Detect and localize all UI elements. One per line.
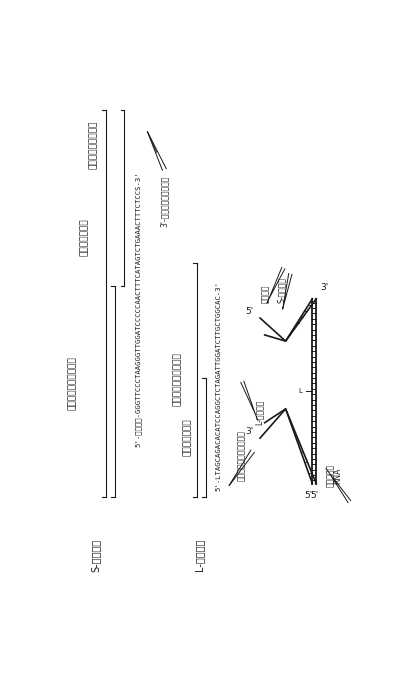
Text: L-プローブ: L-プローブ bbox=[255, 400, 264, 426]
Text: ビオチン: ビオチン bbox=[261, 284, 270, 303]
Text: 3': 3' bbox=[320, 283, 328, 292]
Text: RNA: RNA bbox=[333, 468, 342, 484]
Text: ターゲット: ターゲット bbox=[326, 464, 335, 487]
Text: S-プローブ: S-プローブ bbox=[91, 538, 101, 572]
Text: ユニバーサルプライマ: ユニバーサルプライマ bbox=[68, 357, 77, 410]
Text: 5': 5' bbox=[310, 491, 318, 500]
Text: L-プローブ: L-プローブ bbox=[194, 539, 204, 571]
Text: 3': 3' bbox=[245, 428, 254, 437]
Text: S-プローブ: S-プローブ bbox=[277, 277, 286, 303]
Text: 5'-LTAGCAGACACATCCAGGCTCTAGATTGGATCTTGCTGGCAC-3': 5'-LTAGCAGACACATCCAGGCTCTAGATTGGATCTTGCT… bbox=[215, 281, 221, 491]
Text: L: L bbox=[298, 388, 302, 394]
Text: ターゲット結合: ターゲット結合 bbox=[183, 419, 192, 456]
Text: 5': 5' bbox=[245, 306, 254, 315]
Text: 5': 5' bbox=[304, 491, 312, 500]
Text: 3'-ホスホロチオエート: 3'-ホスホロチオエート bbox=[160, 175, 169, 227]
Text: 化学ライゲーション部分: 化学ライゲーション部分 bbox=[237, 430, 246, 480]
Text: スタッファ配列: スタッファ配列 bbox=[80, 218, 89, 256]
Text: ユニバーサルプライマ: ユニバーサルプライマ bbox=[173, 353, 182, 407]
Text: 5'-ビオチン-GGGTTCCCTAAGGGTTGGATCCCCCAACTTTCATAGTCTGAAACTTTCTCCS-3': 5'-ビオチン-GGGTTCCCTAAGGGTTGGATCCCCCAACTTTC… bbox=[135, 171, 142, 446]
Text: ターゲット結合配列: ターゲット結合配列 bbox=[89, 121, 98, 169]
